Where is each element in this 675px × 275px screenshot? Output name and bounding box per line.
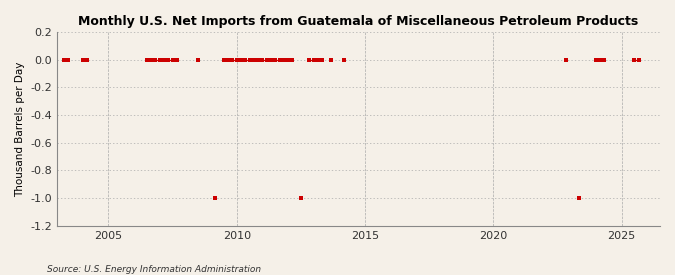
Point [338,57,349,62]
Point [287,57,298,62]
Point [257,57,268,62]
Y-axis label: Thousand Barrels per Day: Thousand Barrels per Day [15,61,25,197]
Point [167,57,178,62]
Point [163,57,173,62]
Point [265,57,276,62]
Point [261,57,272,62]
Point [278,57,289,62]
Point [270,57,281,62]
Point [313,57,323,62]
Point [223,57,234,62]
Point [296,196,306,200]
Point [58,57,69,62]
Point [146,57,157,62]
Point [325,57,336,62]
Point [82,57,92,62]
Point [210,196,221,200]
Point [244,57,255,62]
Point [274,57,285,62]
Point [560,57,571,62]
Point [248,57,259,62]
Point [193,57,204,62]
Point [236,57,246,62]
Point [63,57,74,62]
Text: Source: U.S. Energy Information Administration: Source: U.S. Energy Information Administ… [47,265,261,274]
Point [573,196,584,200]
Point [317,57,327,62]
Point [219,57,230,62]
Point [591,57,601,62]
Point [78,57,88,62]
Point [633,57,644,62]
Point [629,57,640,62]
Point [599,57,610,62]
Point [232,57,242,62]
Point [150,57,161,62]
Point [240,57,250,62]
Point [304,57,315,62]
Point [595,57,605,62]
Title: Monthly U.S. Net Imports from Guatemala of Miscellaneous Petroleum Products: Monthly U.S. Net Imports from Guatemala … [78,15,639,28]
Point [283,57,294,62]
Point [171,57,182,62]
Point [227,57,238,62]
Point [308,57,319,62]
Point [159,57,169,62]
Point [142,57,153,62]
Point [155,57,165,62]
Point [252,57,263,62]
